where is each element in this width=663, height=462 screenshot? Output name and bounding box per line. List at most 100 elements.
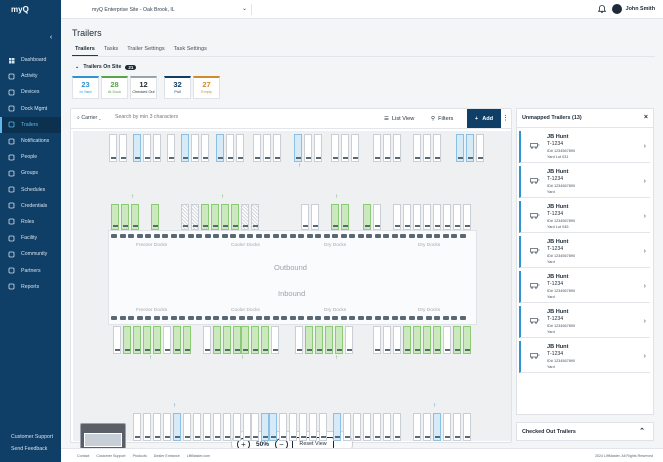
onsite-header[interactable]: ⌄ Trailers On Site 21: [70, 64, 240, 70]
parking-slot[interactable]: [153, 134, 161, 162]
parking-slot[interactable]: [143, 134, 151, 162]
sidebar-item-dock-mgmt[interactable]: Dock Mgmt: [0, 101, 61, 117]
sidebar-item-partners[interactable]: Partners: [0, 262, 61, 278]
parking-slot[interactable]: [341, 204, 349, 230]
parking-slot[interactable]: [236, 134, 244, 162]
parking-slot[interactable]: [263, 134, 271, 162]
parking-slot[interactable]: [383, 134, 391, 162]
parking-slot[interactable]: [453, 326, 461, 354]
parking-slot[interactable]: [325, 326, 333, 354]
stat-card-at-dock[interactable]: 28 At Dock: [101, 76, 128, 99]
parking-slot[interactable]: [289, 413, 297, 441]
parking-slot[interactable]: [301, 204, 309, 230]
parking-slot[interactable]: [133, 413, 141, 441]
parking-slot[interactable]: [363, 413, 371, 441]
parking-slot[interactable]: [373, 413, 381, 441]
add-button[interactable]: + Add: [467, 109, 501, 128]
parking-slot[interactable]: [331, 204, 339, 230]
parking-slot[interactable]: [393, 413, 401, 441]
collapse-icon[interactable]: ‹: [49, 34, 53, 41]
parking-slot[interactable]: [443, 204, 451, 230]
parking-slot[interactable]: [181, 134, 189, 162]
yard-canvas[interactable]: Freezer Docks Cooler Docks Dry Docks Dry…: [73, 131, 511, 457]
parking-slot[interactable]: [203, 413, 211, 441]
parking-slot[interactable]: [193, 413, 201, 441]
parking-slot[interactable]: [251, 413, 259, 441]
parking-slot[interactable]: [226, 134, 234, 162]
parking-slot[interactable]: [443, 413, 451, 441]
sidebar-item-activity[interactable]: Activity: [0, 68, 61, 84]
parking-slot[interactable]: [299, 413, 307, 441]
parking-slot[interactable]: [183, 413, 191, 441]
sidebar-item-schedules[interactable]: Schedules: [0, 182, 61, 198]
parking-slot[interactable]: [223, 326, 231, 354]
parking-slot[interactable]: [453, 413, 461, 441]
parking-slot[interactable]: [413, 326, 421, 354]
stat-card-empty[interactable]: 27 Empty: [193, 76, 220, 99]
filters-button[interactable]: ⚲ Filters: [431, 113, 453, 125]
tab-trailers[interactable]: Trailers: [72, 45, 98, 56]
parking-slot[interactable]: [251, 326, 259, 354]
parking-slot[interactable]: [433, 134, 441, 162]
close-icon[interactable]: ×: [643, 114, 648, 121]
parking-slot[interactable]: [233, 326, 241, 354]
parking-slot[interactable]: [403, 204, 411, 230]
parking-slot[interactable]: [453, 204, 461, 230]
parking-slot[interactable]: [341, 134, 349, 162]
parking-slot[interactable]: [153, 413, 161, 441]
parking-slot[interactable]: [393, 134, 401, 162]
parking-slot[interactable]: [309, 413, 317, 441]
parking-slot[interactable]: [373, 326, 381, 354]
parking-slot[interactable]: [181, 204, 189, 230]
parking-slot[interactable]: [433, 204, 441, 230]
sidebar-item-roles[interactable]: Roles: [0, 214, 61, 230]
stat-card-pull[interactable]: 32 Pull: [164, 76, 191, 99]
parking-slot[interactable]: [121, 204, 129, 230]
parking-slot[interactable]: [261, 413, 269, 441]
trailer-card[interactable]: JB Hunt T-1234 ID# 1234567890 Yard Lot 031 ›: [519, 131, 650, 163]
parking-slot[interactable]: [423, 413, 431, 441]
user-menu[interactable]: John Smith: [611, 4, 655, 14]
parking-slot[interactable]: [271, 326, 279, 354]
search-input[interactable]: [115, 114, 265, 120]
sidebar-item-dashboard[interactable]: Dashboard: [0, 52, 61, 68]
stat-card-in-yard[interactable]: 23 In Yard: [72, 76, 99, 99]
parking-slot[interactable]: [273, 134, 281, 162]
trailer-card[interactable]: JB Hunt T-1234 ID# 1234567890 Yard ›: [519, 271, 650, 303]
parking-slot[interactable]: [345, 326, 353, 354]
parking-slot[interactable]: [119, 134, 127, 162]
parking-slot[interactable]: [223, 413, 231, 441]
parking-slot[interactable]: [351, 134, 359, 162]
parking-slot[interactable]: [383, 326, 391, 354]
parking-slot[interactable]: [109, 134, 117, 162]
parking-slot[interactable]: [314, 134, 322, 162]
parking-slot[interactable]: [269, 413, 277, 441]
sidebar-item-groups[interactable]: Groups: [0, 165, 61, 181]
sidebar-item-people[interactable]: People: [0, 149, 61, 165]
footer-link[interactable]: LiftMaster.com: [186, 454, 211, 458]
send-feedback-link[interactable]: Send Feedback: [11, 446, 48, 452]
parking-slot[interactable]: [456, 134, 464, 162]
parking-slot[interactable]: [423, 204, 431, 230]
parking-slot[interactable]: [131, 204, 139, 230]
sidebar-item-facility[interactable]: Facility: [0, 230, 61, 246]
sidebar-item-notifications[interactable]: Notifications: [0, 133, 61, 149]
parking-slot[interactable]: [466, 134, 474, 162]
trailer-card[interactable]: JB Hunt T-1234 ID# 1234567890 Yard ›: [519, 236, 650, 268]
app-logo[interactable]: myQ: [11, 5, 29, 14]
trailer-card[interactable]: JB Hunt T-1234 ID# 1234567890 Yard ›: [519, 341, 650, 373]
parking-slot[interactable]: [123, 326, 131, 354]
parking-slot[interactable]: [331, 134, 339, 162]
parking-slot[interactable]: [243, 413, 251, 441]
sidebar-item-reports[interactable]: Reports: [0, 279, 61, 295]
parking-slot[interactable]: [393, 204, 401, 230]
parking-slot[interactable]: [173, 326, 181, 354]
parking-slot[interactable]: [305, 326, 313, 354]
parking-slot[interactable]: [211, 204, 219, 230]
parking-slot[interactable]: [463, 413, 471, 441]
checked-out-trailers-bar[interactable]: Checked Out Trailers ⌃: [516, 422, 654, 441]
parking-slot[interactable]: [413, 204, 421, 230]
parking-slot[interactable]: [403, 326, 411, 354]
parking-slot[interactable]: [304, 134, 312, 162]
trailer-card[interactable]: JB Hunt T-1234 ID# 1234567890 Yard ›: [519, 166, 650, 198]
